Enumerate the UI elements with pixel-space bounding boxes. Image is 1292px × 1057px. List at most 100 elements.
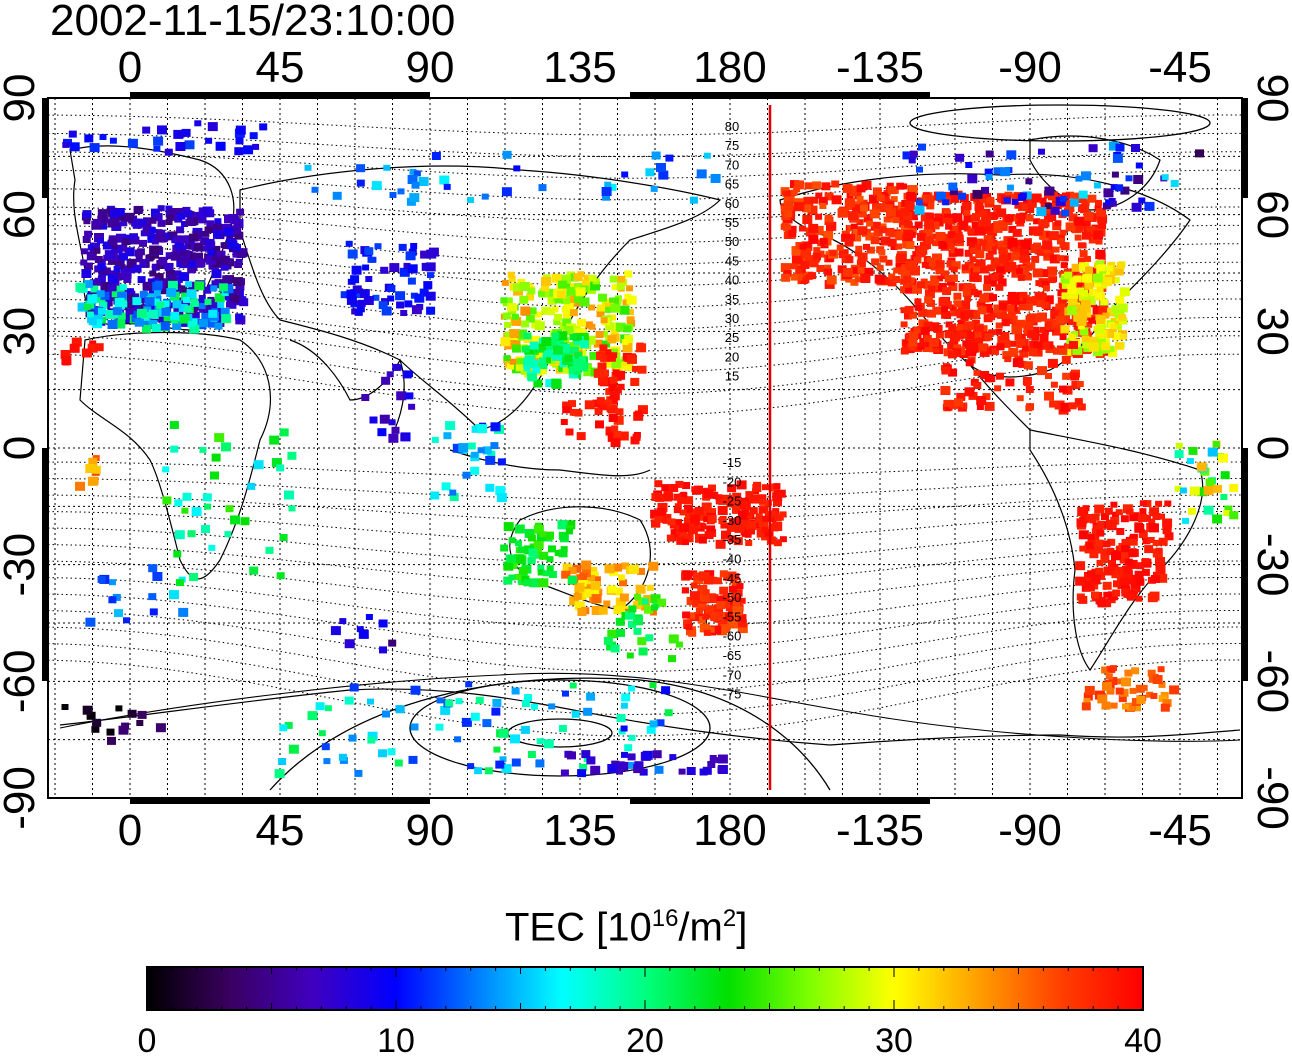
tec-cell — [935, 331, 944, 339]
tec-cell — [568, 366, 578, 374]
tec-cell — [594, 408, 603, 415]
tec-cell — [887, 278, 897, 287]
tec-cell — [235, 125, 246, 135]
tec-cell — [819, 203, 827, 209]
tec-cell — [985, 174, 993, 180]
tec-cell — [1059, 385, 1067, 393]
tec-cell — [554, 313, 562, 321]
tec-cell — [949, 304, 957, 311]
tec-cell — [577, 318, 586, 327]
tec-cell — [541, 284, 550, 292]
tec-cell — [1085, 541, 1095, 550]
tec-cell — [1059, 347, 1068, 355]
tec-cell — [1083, 697, 1091, 704]
tec-cell — [507, 303, 516, 312]
tec-cell — [618, 431, 629, 441]
tec-cell — [188, 320, 196, 327]
tec-cell — [1155, 500, 1163, 507]
tec-cell — [656, 163, 666, 172]
tec-cell — [339, 618, 347, 625]
tec-cell — [431, 152, 441, 160]
tec-cell — [904, 220, 913, 228]
tec-cell — [213, 229, 223, 239]
tec-cell — [915, 248, 926, 258]
tec-cell — [783, 270, 792, 278]
tec-cell — [194, 319, 203, 326]
tec-cell — [693, 572, 701, 580]
tec-cell — [950, 247, 958, 254]
tec-cell — [1004, 356, 1012, 363]
tec-cell — [1095, 249, 1106, 259]
tec-cell — [408, 403, 416, 410]
frame-thick-edges — [42, 92, 1248, 804]
tec-cell — [394, 759, 403, 767]
tec-cell — [538, 578, 549, 588]
tec-cell — [650, 594, 661, 604]
tec-cell — [964, 309, 974, 318]
tec-cell — [1050, 381, 1058, 388]
tec-cell — [115, 319, 126, 329]
tec-cell — [1010, 252, 1020, 261]
tec-cell — [856, 184, 866, 193]
tec-cell — [439, 175, 450, 185]
tec-cell — [1150, 693, 1158, 699]
tec-cell — [1060, 275, 1070, 284]
tec-cell — [692, 600, 700, 608]
tec-cell — [717, 766, 726, 774]
tec-cell — [408, 755, 418, 764]
tec-cell — [1032, 268, 1043, 278]
tec-cell — [82, 705, 93, 715]
tec-cell — [1197, 487, 1208, 497]
tec-cell — [951, 261, 961, 270]
tec-cell — [533, 548, 542, 556]
tec-cell — [99, 134, 107, 140]
tec-cell — [1127, 703, 1136, 711]
colorbar-title-text: TEC [10 — [505, 905, 652, 950]
tec-cell — [586, 692, 596, 701]
tec-cell — [467, 442, 476, 450]
tec-cell — [175, 579, 184, 587]
tec-cell — [1023, 321, 1034, 331]
colorbar-title-unit: /m — [678, 905, 723, 950]
tec-cell — [199, 306, 207, 313]
tec-cell — [597, 362, 607, 371]
tec-cell — [1009, 214, 1018, 222]
tec-cell — [445, 421, 456, 431]
tec-cell — [137, 276, 146, 284]
tec-cell — [1081, 335, 1090, 343]
tec-cell — [1039, 230, 1050, 240]
tec-cell — [903, 229, 914, 239]
tec-cell — [950, 310, 958, 317]
tec-cell — [772, 522, 783, 531]
tec-cell — [1075, 576, 1086, 586]
tec-cell — [1213, 484, 1222, 493]
tec-cell — [492, 698, 502, 707]
tec-cell — [851, 185, 861, 194]
tec-cell — [1073, 275, 1082, 283]
tec-cell — [842, 183, 853, 193]
tec-cell — [565, 520, 576, 530]
right-lat-label: -90 — [1248, 766, 1292, 830]
tec-cell — [1069, 341, 1078, 349]
tec-cell — [679, 523, 690, 533]
tec-cell — [369, 416, 378, 424]
tec-cell — [504, 321, 511, 328]
tec-cell — [1107, 538, 1116, 546]
tec-cell — [558, 280, 568, 289]
tec-cell — [964, 387, 975, 397]
tec-cell — [681, 587, 689, 594]
tec-cell — [1073, 222, 1084, 232]
tec-cell — [967, 228, 975, 235]
tec-cell — [467, 197, 475, 203]
tec-cell — [372, 294, 380, 301]
tec-cell — [546, 308, 555, 316]
tec-cell — [1079, 196, 1087, 203]
tec-cell — [501, 764, 512, 774]
tec-cell — [86, 711, 96, 720]
tec-cell — [1077, 507, 1088, 517]
tec-cell — [533, 524, 544, 534]
tec-cell — [590, 581, 601, 590]
tec-cell — [950, 266, 958, 273]
tec-cell — [935, 260, 945, 269]
tec-cell — [574, 369, 582, 376]
